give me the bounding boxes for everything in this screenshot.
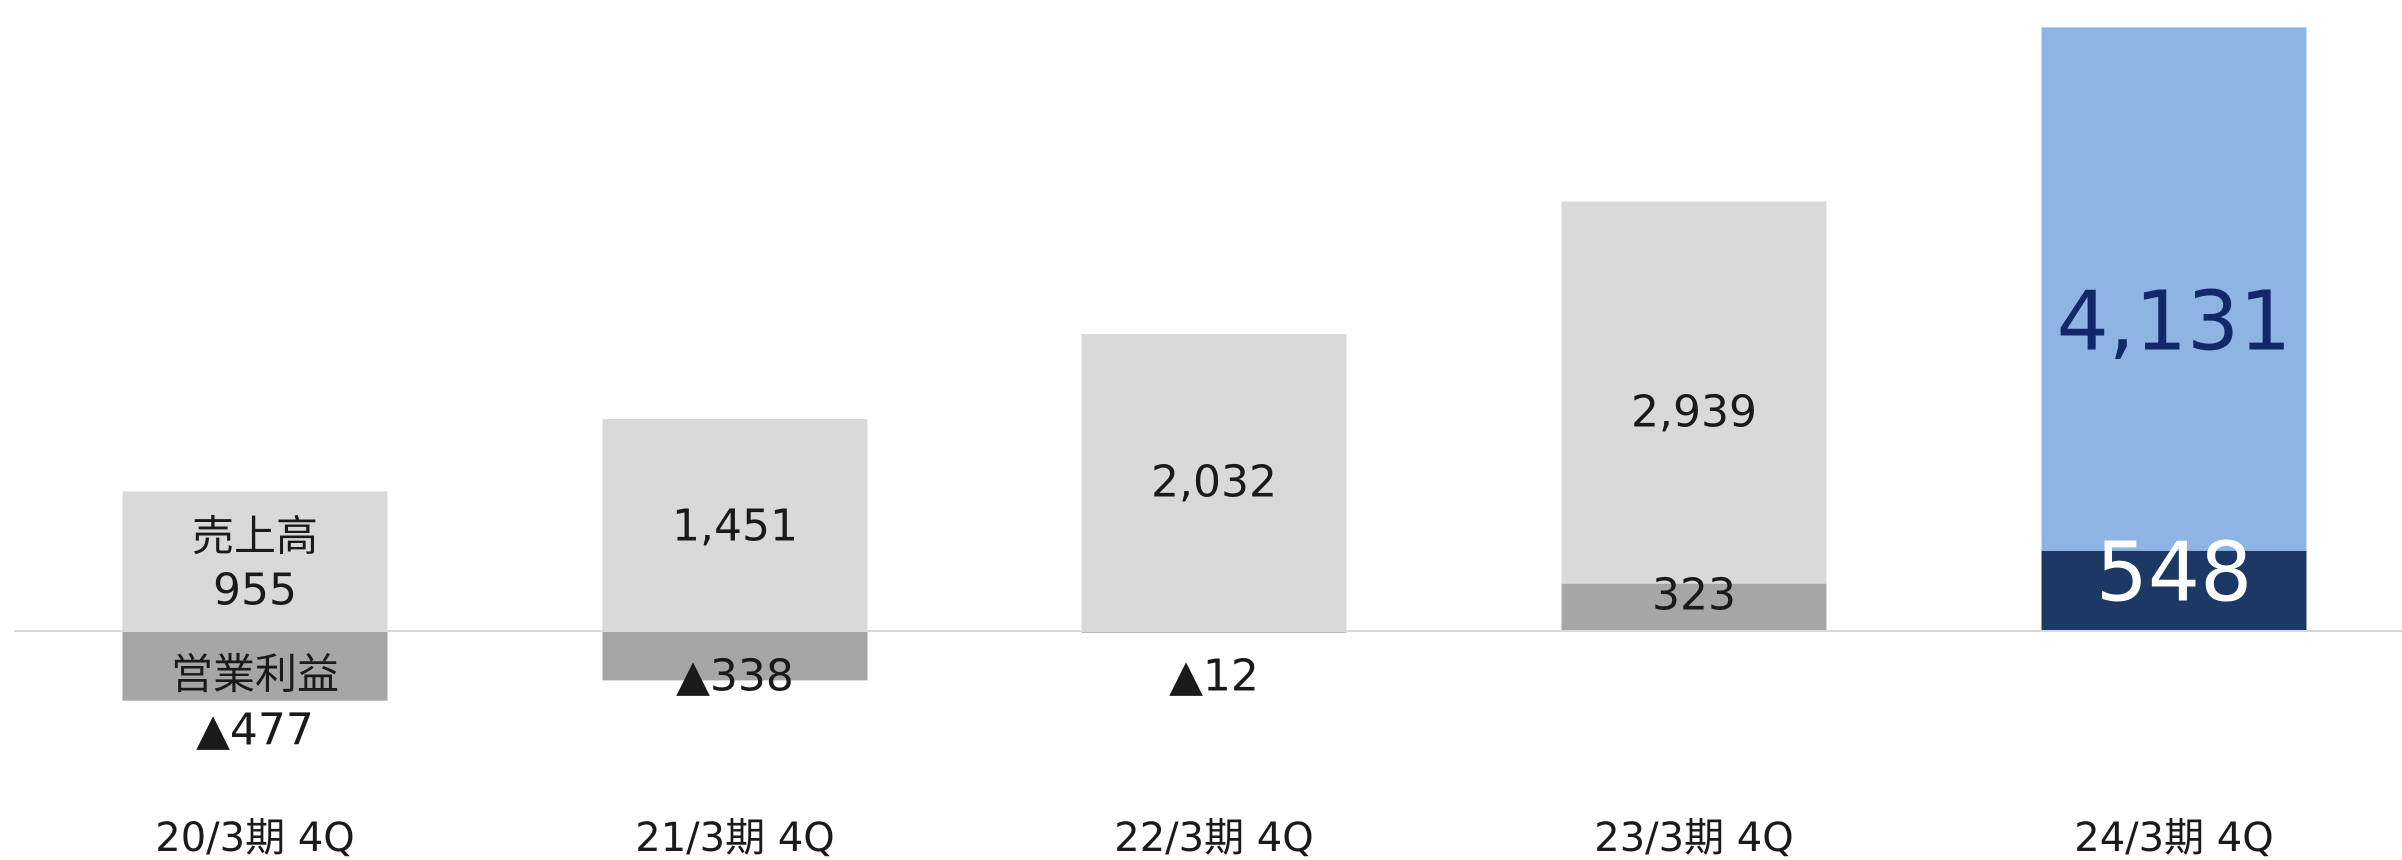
category-label-0: 20/3期 4Q xyxy=(155,815,354,860)
profit-bar-1 xyxy=(602,631,868,681)
revenue-value-label-1: 1,451 xyxy=(672,501,798,552)
profit-bar-0 xyxy=(122,631,388,701)
profit-value-label-4: 548 xyxy=(2096,526,2253,621)
series-name-profit: 営業利益 xyxy=(171,650,339,699)
revenue-bar-2 xyxy=(1081,334,1347,631)
revenue-bar-1 xyxy=(602,418,868,631)
profit-bar-4 xyxy=(2041,550,2307,631)
revenue-bar-4 xyxy=(2041,27,2307,631)
category-label-2: 22/3期 4Q xyxy=(1114,815,1313,860)
revenue-value-label-3: 2,939 xyxy=(1631,387,1757,438)
category-label-3: 23/3期 4Q xyxy=(1594,815,1793,860)
revenue-bar-0 xyxy=(122,491,388,631)
profit-value-label-3: 323 xyxy=(1652,570,1736,621)
profit-bar-3 xyxy=(1561,583,1827,631)
profit-value-label-0: ▲477 xyxy=(196,705,314,756)
series-name-revenue: 売上高 xyxy=(192,512,318,561)
revenue-value-label-0: 955 xyxy=(213,565,297,616)
profit-value-label-1: ▲338 xyxy=(676,651,794,702)
labels-layer: 20/3期 4Q 955 ▲477 21/3期 4Q 1,451 ▲338 22/3期 4Q… xyxy=(155,275,2291,860)
revenue-value-label-2: 2,032 xyxy=(1151,457,1277,508)
profit-value-label-2: ▲12 xyxy=(1169,651,1259,702)
category-label-4: 24/3期 4Q xyxy=(2074,815,2273,860)
category-label-1: 21/3期 4Q xyxy=(635,815,834,860)
revenue-bar-3 xyxy=(1561,201,1827,631)
bars-layer xyxy=(122,27,2307,701)
revenue-value-label-4: 4,131 xyxy=(2057,275,2292,370)
